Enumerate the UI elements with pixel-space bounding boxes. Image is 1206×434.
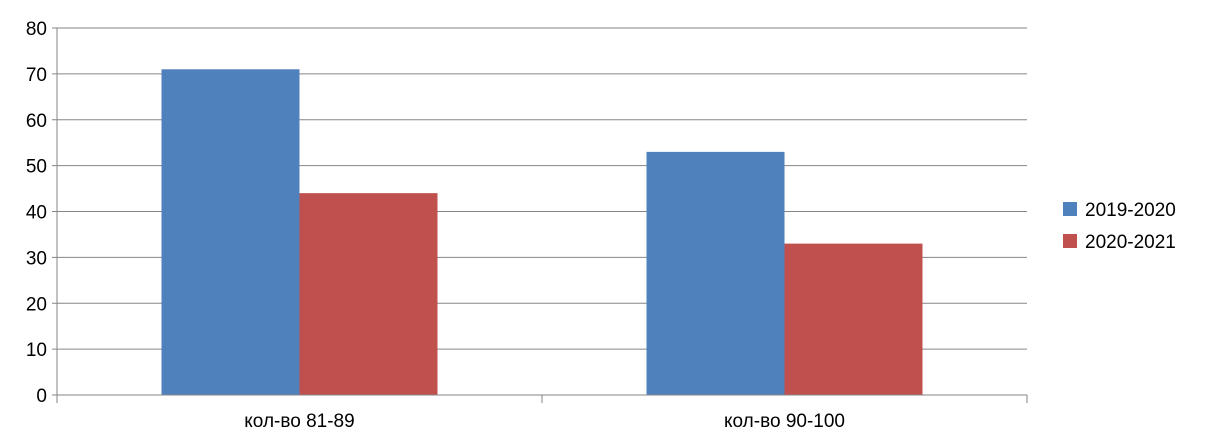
legend: 2019-2020 2020-2021: [1063, 200, 1176, 253]
y-tick-label: 70: [26, 65, 47, 86]
y-tick-label: 20: [26, 294, 47, 315]
y-tick-label: 50: [26, 157, 47, 178]
bar-1-2: [646, 151, 785, 395]
x-axis-ticks: кол-во 81-89 кол-во 90-100: [56, 395, 1028, 432]
bar-1-1: [161, 69, 300, 395]
y-axis-ticks: 0 10 20 30 40 50 60 70 80: [26, 19, 57, 407]
legend-swatch: [1063, 234, 1077, 248]
bars: [161, 69, 923, 395]
bar-2-1: [299, 193, 438, 395]
y-tick-label: 40: [26, 203, 47, 224]
bar-2-2: [784, 243, 923, 395]
x-tick-label: кол-во 81-89: [244, 411, 354, 432]
legend-swatch: [1063, 202, 1077, 216]
y-tick-label: 10: [26, 340, 47, 361]
x-tick-label: кол-во 90-100: [724, 411, 845, 432]
legend-label: 2020-2021: [1085, 232, 1176, 253]
legend-label: 2019-2020: [1085, 200, 1176, 221]
y-tick-label: 60: [26, 111, 47, 132]
y-tick-label: 30: [26, 248, 47, 269]
y-tick-label: 0: [36, 386, 47, 407]
y-tick-label: 80: [26, 19, 47, 40]
